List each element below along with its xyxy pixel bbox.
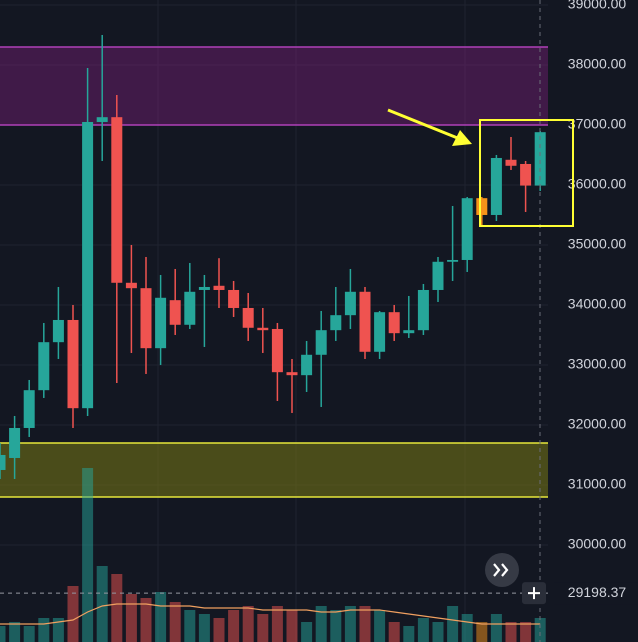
candle-body — [52, 319, 64, 343]
volume-bar — [286, 610, 298, 642]
candle-body — [228, 289, 240, 308]
add-icon — [528, 587, 540, 600]
candle-body — [155, 297, 167, 349]
candle-body — [184, 291, 196, 325]
volume-bar — [169, 602, 181, 642]
arrow-head — [452, 130, 472, 146]
volume-bar — [198, 614, 210, 642]
y-tick-label: 33000.00 — [568, 356, 627, 372]
candle-body — [96, 117, 108, 122]
candle-body — [417, 289, 429, 331]
volume-bar — [520, 622, 532, 642]
volume-bar — [432, 622, 444, 642]
y-tick-label: 35000.00 — [568, 236, 627, 252]
volume-ma-line — [0, 603, 541, 625]
price-axis — [548, 0, 638, 642]
volume-bar — [67, 586, 79, 642]
y-tick-label: 30000.00 — [568, 536, 627, 552]
candle-body — [67, 319, 79, 409]
candle-body — [388, 312, 400, 334]
candle-body — [38, 342, 50, 391]
volume-bar — [140, 598, 152, 642]
candle-body — [257, 327, 269, 331]
candle-body — [505, 159, 517, 166]
candle-body — [82, 121, 94, 409]
y-tick-label: 31000.00 — [568, 476, 627, 492]
candle-body — [447, 259, 459, 262]
volume-bar — [534, 618, 546, 642]
candle-body — [315, 330, 327, 355]
volume-bar — [359, 606, 371, 642]
candle-body — [476, 198, 488, 215]
candle-body — [520, 163, 532, 186]
volume-bar — [257, 614, 269, 642]
candle-body — [213, 285, 225, 290]
volume-bar — [417, 618, 429, 642]
candle-body — [111, 117, 123, 283]
price-zone — [0, 46, 548, 125]
candle-body — [271, 328, 283, 373]
scroll-icon — [493, 563, 509, 577]
y-tick-label: 37000.00 — [568, 116, 627, 132]
volume-bar — [315, 606, 327, 642]
scroll-button[interactable] — [485, 553, 519, 587]
volume-bar — [82, 468, 94, 642]
candle-body — [9, 427, 21, 458]
volume-bar — [388, 622, 400, 642]
candle-body — [301, 354, 313, 376]
price-label: 29198.37 — [568, 584, 627, 600]
arrow-shaft — [387, 108, 461, 141]
volume-bar — [505, 622, 517, 642]
price-label-box — [554, 582, 638, 605]
candle-body — [374, 312, 386, 352]
volume-bar — [242, 606, 254, 642]
candle-body — [490, 157, 502, 215]
volume-bar — [490, 614, 502, 642]
candle-body — [359, 291, 371, 352]
candle-body — [344, 291, 356, 316]
y-tick-label: 34000.00 — [568, 296, 627, 312]
volume-bar — [344, 606, 356, 642]
volume-bar — [184, 610, 196, 642]
volume-bar — [111, 574, 123, 642]
candle-body — [403, 330, 415, 334]
candle-body — [461, 198, 473, 260]
candle-body — [0, 454, 6, 470]
volume-bar — [213, 618, 225, 642]
y-tick-label: 38000.00 — [568, 56, 627, 72]
volume-bar — [23, 626, 35, 642]
volume-bar — [125, 594, 137, 642]
y-tick-label: 32000.00 — [568, 416, 627, 432]
volume-bar — [476, 622, 488, 642]
volume-bar — [228, 610, 240, 642]
candle-body — [286, 372, 298, 376]
volume-bar — [301, 622, 313, 642]
candle-body — [169, 300, 181, 325]
volume-bar — [0, 626, 6, 642]
candle-body — [125, 282, 137, 289]
volume-bar — [9, 622, 21, 642]
candle-body — [534, 132, 546, 186]
y-tick-label: 36000.00 — [568, 176, 627, 192]
volume-bar — [330, 610, 342, 642]
volume-bar — [271, 606, 283, 642]
highlight-box — [479, 119, 574, 227]
volume-bar — [96, 566, 108, 642]
y-tick-label: 39000.00 — [568, 0, 627, 12]
candle-body — [330, 315, 342, 331]
candle-body — [140, 288, 152, 349]
candle-body — [242, 307, 254, 328]
volume-bar — [461, 614, 473, 642]
volume-bar — [52, 618, 64, 642]
volume-bar — [374, 610, 386, 642]
candle-body — [23, 390, 35, 428]
candle-body — [432, 261, 444, 290]
volume-bar — [403, 626, 415, 642]
volume-bar — [447, 606, 459, 642]
volume-bar — [155, 592, 167, 642]
volume-bar — [38, 618, 50, 642]
candle-body — [198, 286, 210, 290]
